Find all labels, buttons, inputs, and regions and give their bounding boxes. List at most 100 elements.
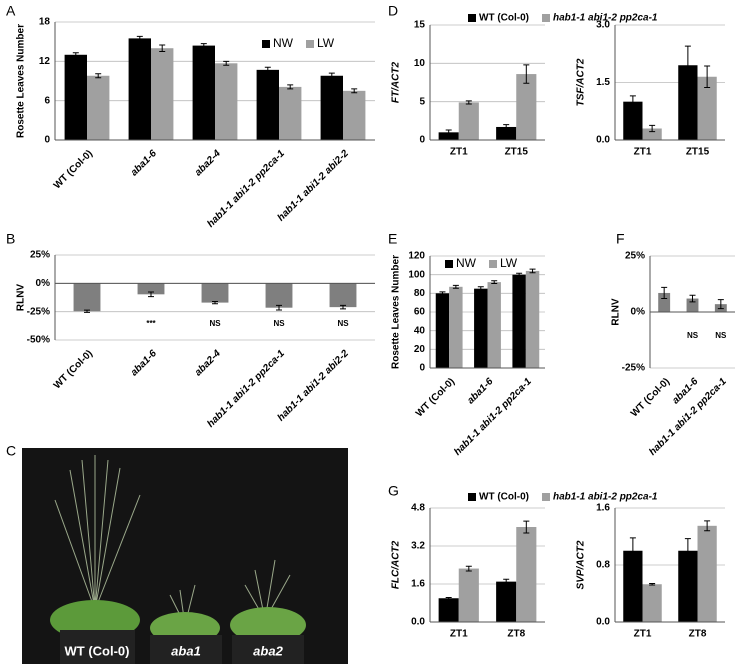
bar bbox=[151, 48, 174, 140]
x-tick-label: ZT1 bbox=[450, 629, 468, 640]
legend-label: hab1-1 abi1-2 pp2ca-1 bbox=[553, 13, 658, 24]
error-bar bbox=[465, 565, 472, 572]
y-tick-label: 0.8 bbox=[596, 560, 610, 571]
bar bbox=[256, 69, 279, 140]
x-tick-label: ZT1 bbox=[450, 147, 468, 158]
photo: WT (Col-0) aba1 aba2 C bbox=[6, 443, 348, 664]
error-bar bbox=[200, 43, 207, 49]
pot bbox=[232, 635, 304, 664]
y-tick-label: 0 bbox=[419, 363, 425, 374]
bar bbox=[201, 283, 229, 303]
y-tick-label: 0.0 bbox=[411, 617, 425, 628]
x-tick-label: ZT8 bbox=[507, 629, 525, 640]
bar bbox=[516, 527, 537, 622]
x-tick-label: ZT8 bbox=[689, 629, 707, 640]
error-bar bbox=[516, 272, 523, 277]
y-tick-label: 18 bbox=[39, 17, 51, 28]
y-tick-label: -25% bbox=[622, 363, 645, 374]
legend-swatch bbox=[489, 260, 497, 268]
panel-letter: B bbox=[6, 231, 15, 247]
bar bbox=[438, 132, 459, 140]
bar bbox=[697, 76, 717, 140]
bar bbox=[73, 283, 101, 312]
bar bbox=[279, 86, 302, 140]
x-tick-label: aba1-6 bbox=[465, 376, 495, 406]
y-tick-label: 100 bbox=[408, 269, 425, 280]
y-axis-label: RLNV bbox=[611, 298, 622, 326]
y-tick-label: 15 bbox=[414, 20, 426, 31]
y-tick-label: 0% bbox=[631, 307, 646, 318]
y-tick-label: 60 bbox=[414, 307, 426, 318]
y-tick-label: 1.6 bbox=[596, 503, 610, 514]
legend-swatch bbox=[306, 40, 314, 48]
bar bbox=[496, 126, 517, 140]
error-bar bbox=[684, 538, 691, 564]
bar bbox=[458, 568, 479, 622]
error-bar bbox=[529, 268, 536, 274]
x-tick-label: WT (Col-0) bbox=[52, 348, 95, 391]
legend-swatch bbox=[542, 493, 550, 501]
y-tick-label: 1.5 bbox=[596, 77, 610, 88]
error-bar bbox=[704, 65, 711, 88]
legend-label: WT (Col-0) bbox=[479, 492, 529, 503]
error-bar bbox=[452, 284, 459, 289]
significance-label: NS bbox=[273, 319, 285, 328]
error-bar bbox=[649, 124, 656, 133]
error-bar bbox=[148, 291, 154, 298]
legend-label: WT (Col-0) bbox=[479, 13, 529, 24]
error-bar bbox=[223, 60, 230, 66]
error-bar bbox=[287, 84, 294, 90]
bar bbox=[487, 282, 501, 368]
y-tick-label: 1.6 bbox=[411, 579, 425, 590]
bar bbox=[623, 101, 643, 140]
significance-label: NS bbox=[715, 331, 727, 340]
bar bbox=[658, 292, 671, 312]
significance-label: *** bbox=[146, 319, 156, 328]
x-tick-label: WT (Col-0) bbox=[414, 376, 457, 419]
x-tick-label: hab1-1 abi1-2 abi2-2 bbox=[276, 148, 352, 224]
y-tick-label: 0% bbox=[36, 278, 51, 289]
bar bbox=[678, 550, 698, 622]
error-bar bbox=[264, 66, 271, 73]
error-bar bbox=[445, 129, 452, 136]
x-tick-label: ZT1 bbox=[634, 629, 652, 640]
error-bar bbox=[717, 299, 724, 310]
legend-swatch bbox=[262, 40, 270, 48]
bar bbox=[192, 45, 215, 140]
error-bar bbox=[629, 537, 636, 565]
bar bbox=[474, 288, 488, 368]
y-tick-label: 12 bbox=[39, 56, 51, 67]
bar bbox=[458, 102, 479, 140]
y-tick-label: 0.0 bbox=[596, 135, 610, 146]
y-tick-label: 3.2 bbox=[411, 541, 425, 552]
y-tick-label: 0 bbox=[44, 135, 50, 146]
error-bar bbox=[340, 304, 346, 310]
y-axis-label: SVP/ACT2 bbox=[576, 540, 587, 589]
y-tick-label: 3.0 bbox=[596, 20, 610, 31]
legend-swatch bbox=[542, 14, 550, 22]
error-bar bbox=[523, 64, 530, 84]
error-bar bbox=[503, 124, 510, 130]
bar bbox=[265, 283, 293, 308]
y-tick-label: 5 bbox=[419, 96, 425, 107]
bar bbox=[678, 65, 698, 140]
photo-label: aba2 bbox=[253, 643, 283, 658]
panel-letter: G bbox=[388, 483, 399, 499]
significance-label: NS bbox=[209, 319, 221, 328]
error-bar bbox=[689, 294, 696, 303]
photo-label: aba1 bbox=[171, 643, 201, 658]
error-bar bbox=[328, 72, 335, 79]
bar bbox=[686, 298, 699, 312]
legend-label: LW bbox=[500, 256, 518, 270]
y-tick-label: 10 bbox=[414, 58, 426, 69]
legend-label: hab1-1 abi1-2 pp2ca-1 bbox=[553, 492, 658, 503]
panel-letter: A bbox=[6, 3, 16, 19]
error-bar bbox=[629, 95, 636, 108]
y-axis-label: FLC/ACT2 bbox=[391, 540, 402, 589]
error-bar bbox=[84, 309, 90, 313]
error-bar bbox=[351, 88, 358, 94]
panel-letter: C bbox=[6, 443, 16, 459]
significance-label: NS bbox=[687, 331, 699, 340]
bar bbox=[623, 550, 643, 622]
